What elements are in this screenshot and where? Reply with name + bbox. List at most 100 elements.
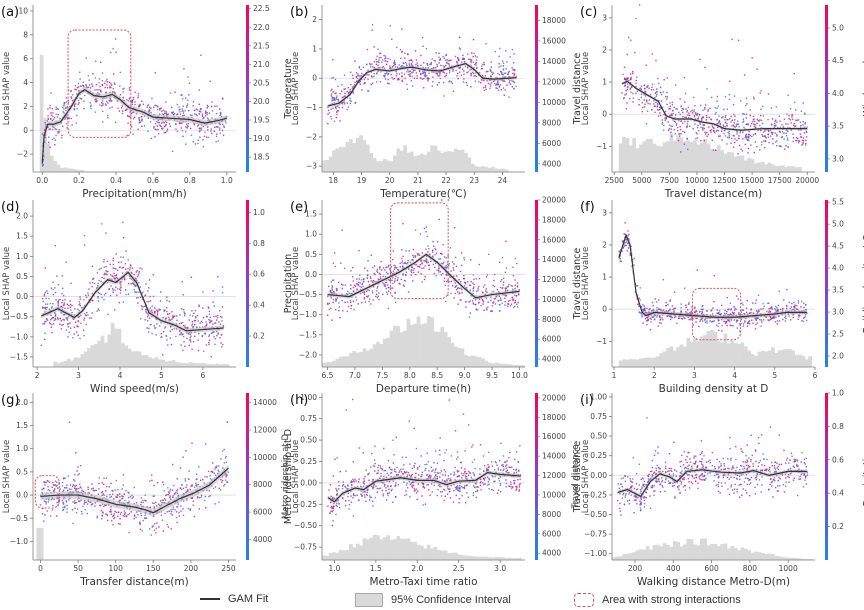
scatter-point bbox=[77, 319, 79, 322]
scatter-point bbox=[743, 120, 745, 122]
scatter-point bbox=[628, 233, 630, 236]
scatter-point bbox=[359, 285, 361, 288]
scatter-point bbox=[350, 71, 352, 73]
histogram-bar bbox=[97, 340, 101, 367]
scatter-point bbox=[59, 298, 61, 301]
scatter-point bbox=[349, 97, 351, 99]
scatter-point bbox=[99, 104, 101, 106]
scatter-point bbox=[166, 114, 169, 116]
scatter-point bbox=[57, 302, 59, 305]
scatter-point bbox=[192, 315, 194, 317]
scatter-point bbox=[774, 308, 776, 310]
scatter-point bbox=[135, 297, 138, 299]
histogram-bar bbox=[628, 145, 633, 172]
scatter-point bbox=[661, 119, 663, 121]
scatter-point bbox=[126, 108, 128, 110]
scatter-point bbox=[179, 334, 181, 336]
scatter-point bbox=[681, 107, 684, 110]
scatter-point bbox=[482, 303, 484, 305]
scatter-point bbox=[800, 136, 802, 139]
scatter-point bbox=[803, 316, 806, 319]
scatter-point bbox=[789, 319, 792, 321]
histogram-bar bbox=[443, 151, 448, 172]
scatter-point bbox=[415, 264, 417, 266]
scatter-point bbox=[437, 241, 439, 243]
histogram-bar bbox=[416, 316, 421, 367]
scatter-point bbox=[104, 513, 107, 515]
histogram-bar bbox=[335, 358, 340, 367]
scatter-point bbox=[65, 101, 68, 103]
scatter-point bbox=[412, 269, 414, 271]
scatter-point bbox=[385, 287, 387, 290]
colorbar-label: Travel distance bbox=[572, 248, 583, 321]
scatter-point bbox=[645, 311, 648, 314]
scatter-point bbox=[426, 77, 428, 79]
panel-c: 2500 5000 7500 10000 12500 15000 17500 20000−10… bbox=[580, 4, 864, 200]
histogram-bar bbox=[484, 360, 489, 367]
y-tick-label: −1.0 bbox=[299, 310, 317, 319]
scatter-point bbox=[518, 294, 520, 296]
scatter-point bbox=[180, 127, 183, 129]
scatter-point bbox=[195, 108, 198, 110]
scatter-point bbox=[413, 267, 415, 270]
histogram-bar bbox=[355, 352, 360, 367]
scatter-point bbox=[196, 485, 198, 488]
scatter-point bbox=[368, 298, 371, 300]
scatter-point bbox=[428, 72, 430, 74]
scatter-point bbox=[336, 98, 338, 101]
scatter-point bbox=[447, 62, 449, 65]
scatter-point bbox=[475, 62, 478, 64]
scatter-point bbox=[676, 108, 678, 110]
scatter-point bbox=[623, 233, 625, 235]
scatter-point bbox=[182, 308, 185, 311]
histogram-bar bbox=[151, 358, 156, 367]
scatter-point bbox=[781, 124, 783, 126]
scatter-point bbox=[692, 127, 694, 130]
scatter-point bbox=[670, 113, 672, 115]
scatter-point bbox=[645, 123, 648, 125]
scatter-point bbox=[718, 322, 720, 325]
scatter-point bbox=[153, 506, 155, 508]
scatter-point bbox=[83, 100, 85, 102]
scatter-point bbox=[359, 274, 361, 277]
scatter-point bbox=[419, 233, 422, 235]
scatter-point bbox=[793, 122, 795, 125]
scatter-point bbox=[200, 127, 203, 129]
scatter-point bbox=[182, 500, 185, 502]
scatter-point bbox=[156, 310, 159, 313]
scatter-point bbox=[472, 302, 474, 304]
colorbar-tick-label: 20000 bbox=[542, 196, 566, 205]
scatter-point bbox=[200, 320, 203, 323]
scatter-point bbox=[138, 119, 141, 122]
scatter-point bbox=[403, 262, 405, 265]
histogram-bar bbox=[426, 316, 431, 367]
scatter-point bbox=[516, 303, 518, 305]
scatter-point bbox=[474, 55, 476, 57]
scatter-point bbox=[771, 317, 773, 319]
scatter-point bbox=[56, 515, 58, 517]
scatter-point bbox=[156, 309, 158, 311]
scatter-point bbox=[367, 295, 370, 297]
scatter-point bbox=[684, 116, 686, 119]
scatter-point bbox=[802, 140, 805, 142]
scatter-point bbox=[77, 103, 80, 106]
scatter-point bbox=[799, 314, 801, 317]
scatter-point bbox=[88, 288, 90, 290]
scatter-point bbox=[719, 123, 722, 126]
scatter-point bbox=[688, 301, 690, 304]
scatter-point bbox=[182, 114, 184, 117]
scatter-point bbox=[646, 85, 648, 88]
scatter-point bbox=[78, 71, 81, 73]
scatter-point bbox=[687, 106, 690, 109]
x-tick-label: 7.0 bbox=[349, 371, 361, 380]
scatter-point bbox=[64, 307, 66, 310]
scatter-point bbox=[358, 67, 361, 69]
scatter-point bbox=[353, 284, 356, 286]
scatter-point bbox=[54, 480, 57, 482]
scatter-point bbox=[198, 305, 200, 308]
scatter-point bbox=[331, 77, 333, 79]
scatter-point bbox=[103, 82, 106, 84]
scatter-point bbox=[181, 110, 183, 112]
scatter-point bbox=[133, 116, 136, 118]
scatter-point bbox=[621, 250, 623, 252]
